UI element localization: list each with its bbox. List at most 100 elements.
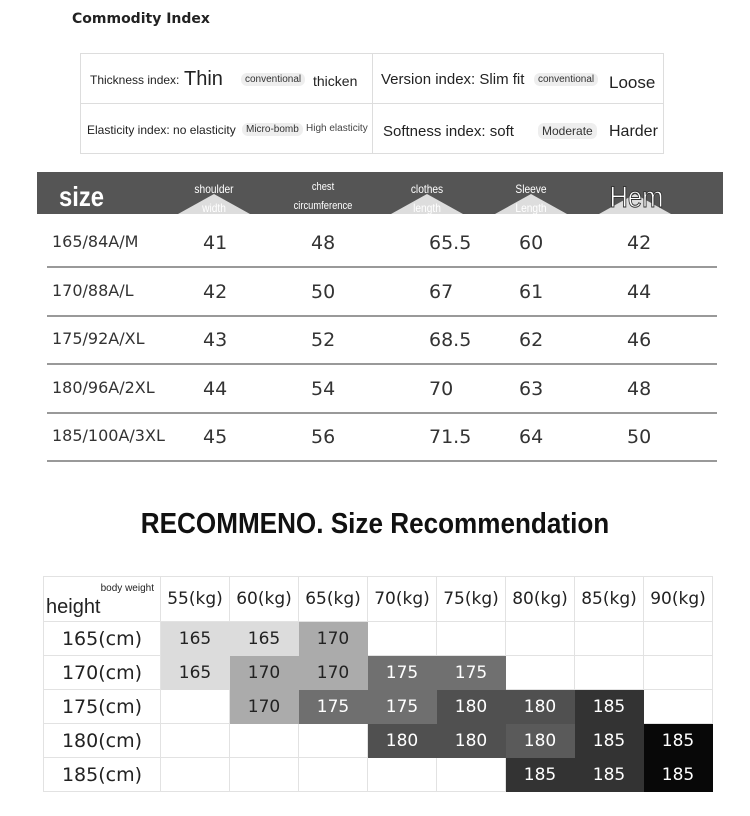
size-value: 64 bbox=[519, 426, 544, 448]
recommended-size-cell: 185 bbox=[505, 757, 575, 792]
recommended-size-cell bbox=[367, 621, 437, 656]
size-label: 180/96A/2XL bbox=[52, 377, 155, 397]
size-value: 50 bbox=[627, 426, 652, 448]
weight-header: 70(kg) bbox=[367, 576, 437, 622]
weight-header: 80(kg) bbox=[505, 576, 575, 622]
size-row: 180/96A/2XL 44 54 70 63 48 bbox=[47, 364, 717, 414]
size-value: 48 bbox=[627, 377, 652, 400]
recommended-size-cell bbox=[505, 621, 575, 656]
version-label: Version index: Slim fit bbox=[381, 71, 525, 88]
height-label: 165(cm) bbox=[43, 621, 161, 656]
header-clothes-length: clothes length bbox=[410, 182, 444, 215]
softness-label: Softness index: soft bbox=[383, 123, 514, 140]
thickness-option: conventional bbox=[241, 73, 306, 86]
recommended-size-cell bbox=[160, 723, 230, 758]
size-value: 45 bbox=[203, 426, 228, 448]
recommended-size-cell: 180 bbox=[505, 689, 575, 724]
recommended-size-cell: 170 bbox=[229, 689, 299, 724]
size-value: 48 bbox=[311, 232, 336, 254]
recommended-size-cell bbox=[574, 621, 644, 656]
size-value: 44 bbox=[627, 280, 652, 303]
size-value: 46 bbox=[627, 329, 652, 351]
size-value: 65.5 bbox=[429, 232, 472, 254]
page-title: Commodity Index bbox=[72, 11, 210, 27]
weight-header: 85(kg) bbox=[574, 576, 644, 622]
header-sleeve-length: Sleeve Length bbox=[515, 182, 547, 215]
recommended-size-cell: 185 bbox=[574, 689, 644, 724]
recommended-size-cell: 185 bbox=[643, 757, 713, 792]
recommended-size-cell bbox=[367, 757, 437, 792]
softness-option: Harder bbox=[609, 123, 658, 140]
recommended-size-cell: 175 bbox=[436, 655, 506, 690]
height-label: 185(cm) bbox=[43, 757, 161, 792]
header-chest: chest circumference bbox=[293, 181, 353, 212]
thickness-option: thicken bbox=[313, 73, 358, 89]
recommended-size-cell bbox=[643, 621, 713, 656]
size-value: 60 bbox=[519, 232, 544, 254]
weight-header: 65(kg) bbox=[298, 576, 368, 622]
recommended-size-cell bbox=[229, 723, 299, 758]
elasticity-label: Elasticity index: no elasticity bbox=[87, 123, 236, 137]
size-row: 175/92A/XL 43 52 68.5 62 46 bbox=[47, 315, 717, 365]
weight-header: 90(kg) bbox=[643, 576, 713, 622]
recommended-size-cell bbox=[160, 689, 230, 724]
size-table-header: size shoulder width chest circumference cl… bbox=[37, 172, 723, 215]
recommended-size-cell: 180 bbox=[367, 723, 437, 758]
size-value: 42 bbox=[203, 280, 228, 303]
size-recommendation-table: body weight height 55(kg) 60(kg) 65(kg) 70(k… bbox=[43, 576, 713, 792]
recommended-size-cell bbox=[436, 757, 506, 792]
size-value: 61 bbox=[519, 280, 544, 303]
recommended-size-cell: 165 bbox=[160, 655, 230, 690]
weight-header: 55(kg) bbox=[160, 576, 230, 622]
recommended-size-cell: 180 bbox=[505, 723, 575, 758]
weight-header: 60(kg) bbox=[229, 576, 299, 622]
size-value: 54 bbox=[311, 377, 336, 400]
height-label: 170(cm) bbox=[43, 655, 161, 690]
recommended-size-cell: 180 bbox=[436, 723, 506, 758]
thickness-label: Thickness index: bbox=[90, 73, 180, 87]
commodity-index-panel: Thickness index: Thin conventional thick… bbox=[80, 53, 664, 154]
size-value: 56 bbox=[311, 426, 336, 448]
recommended-size-cell bbox=[298, 723, 368, 758]
size-label: 170/88A/L bbox=[52, 280, 134, 300]
recommended-size-cell: 175 bbox=[298, 689, 368, 724]
header-shoulder-width: shoulder width bbox=[194, 182, 234, 215]
recommended-size-cell bbox=[436, 621, 506, 656]
thickness-option: Thin bbox=[184, 68, 223, 90]
recommendation-title: RECOMMENO. Size Recommendation bbox=[140, 508, 610, 540]
size-value: 43 bbox=[203, 329, 228, 351]
size-label: 165/84A/M bbox=[52, 232, 139, 251]
size-row: 170/88A/L 42 50 67 61 44 bbox=[47, 267, 717, 317]
size-label: 185/100A/3XL bbox=[52, 426, 165, 445]
size-value: 71.5 bbox=[429, 426, 472, 448]
height-label: 180(cm) bbox=[43, 723, 161, 758]
size-value: 44 bbox=[203, 377, 228, 400]
recommended-size-cell: 170 bbox=[229, 655, 299, 690]
size-row: 165/84A/M 41 48 65.5 60 42 bbox=[47, 218, 717, 268]
version-option: conventional bbox=[534, 73, 599, 86]
recommended-size-cell bbox=[574, 655, 644, 690]
recommended-size-cell: 165 bbox=[229, 621, 299, 656]
softness-option: Moderate bbox=[538, 123, 597, 139]
recommended-size-cell: 170 bbox=[298, 621, 368, 656]
recommended-size-cell bbox=[160, 757, 230, 792]
recommended-size-cell: 170 bbox=[298, 655, 368, 690]
recommended-size-cell bbox=[298, 757, 368, 792]
header-hem: Hem bbox=[609, 181, 664, 214]
recommended-size-cell: 175 bbox=[367, 655, 437, 690]
elasticity-option: High elasticity bbox=[306, 123, 368, 134]
header-size: size bbox=[58, 181, 104, 212]
recommended-size-cell: 175 bbox=[367, 689, 437, 724]
size-label: 175/92A/XL bbox=[52, 329, 145, 348]
size-value: 52 bbox=[311, 329, 336, 351]
size-value: 42 bbox=[627, 232, 652, 254]
corner-cell: body weight height bbox=[43, 576, 161, 622]
height-label: 175(cm) bbox=[43, 689, 161, 724]
recommended-size-cell: 165 bbox=[160, 621, 230, 656]
elasticity-option: Micro-bomb bbox=[242, 123, 303, 136]
recommended-size-cell: 185 bbox=[643, 723, 713, 758]
size-value: 50 bbox=[311, 280, 336, 303]
size-value: 63 bbox=[519, 377, 544, 400]
size-value: 62 bbox=[519, 329, 544, 351]
version-option: Loose bbox=[609, 73, 656, 92]
